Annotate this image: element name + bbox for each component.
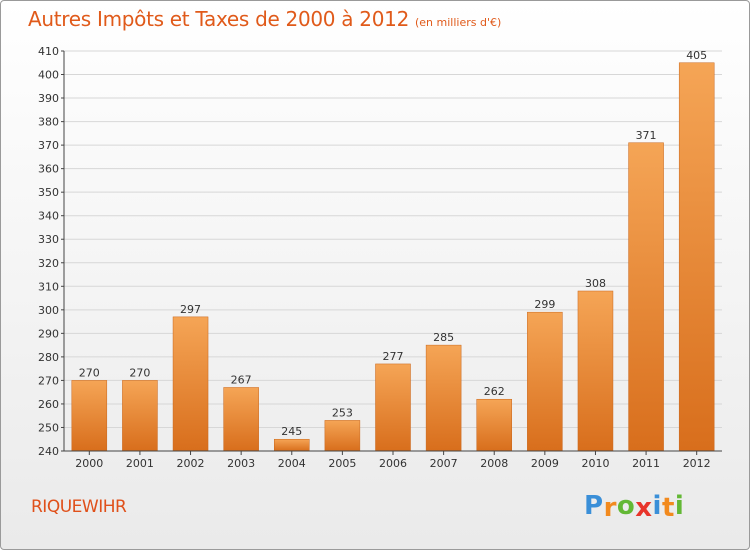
chart-subtitle: (en milliers d'€) bbox=[415, 16, 502, 29]
bar-2006 bbox=[375, 363, 411, 452]
bar-2009 bbox=[527, 311, 563, 452]
bar-2011 bbox=[628, 142, 664, 452]
bar-2000 bbox=[71, 380, 108, 452]
x-tick-label: 2008 bbox=[480, 457, 508, 470]
y-tick-label: 380 bbox=[38, 116, 59, 129]
y-tick-label: 370 bbox=[38, 139, 59, 152]
axes: 240 250 260 270 280 290 300 310 320 330 340 350 360 3… bbox=[38, 45, 722, 470]
logo-letter: i bbox=[652, 491, 662, 521]
y-tick-label: 410 bbox=[38, 45, 59, 58]
bar-2004 bbox=[274, 438, 310, 452]
data-label: 405 bbox=[686, 49, 707, 62]
chart-title-text: Autres Impôts et Taxes de 2000 à 2012 bbox=[28, 7, 409, 31]
y-tick-label: 240 bbox=[38, 445, 59, 458]
logo-letter: r bbox=[603, 493, 617, 523]
y-tick-label: 330 bbox=[38, 233, 59, 246]
data-label: 270 bbox=[79, 366, 100, 379]
bar-2007 bbox=[425, 344, 462, 452]
x-tick-label: 2011 bbox=[632, 457, 660, 470]
y-tick-label: 400 bbox=[38, 69, 59, 82]
x-tick-label: 2007 bbox=[430, 457, 458, 470]
logo-letter: P bbox=[584, 491, 604, 521]
bar-2012 bbox=[678, 62, 715, 452]
y-tick-label: 340 bbox=[38, 210, 59, 223]
y-tick-label: 250 bbox=[38, 421, 59, 434]
data-label: 253 bbox=[332, 406, 353, 419]
logo-letter: i bbox=[674, 491, 685, 521]
y-tick-label: 320 bbox=[38, 257, 59, 270]
y-tick-label: 310 bbox=[38, 280, 59, 293]
chart-title: Autres Impôts et Taxes de 2000 à 2012 (en… bbox=[28, 7, 501, 31]
logo-letter: x bbox=[635, 493, 653, 523]
x-tick-label: 2006 bbox=[379, 457, 407, 470]
data-label: 371 bbox=[636, 129, 657, 142]
y-tick-label: 290 bbox=[38, 327, 59, 340]
city-name: RIQUEWIHR bbox=[31, 497, 127, 517]
y-tick-label: 360 bbox=[38, 163, 59, 176]
data-label: 267 bbox=[231, 373, 252, 386]
bar-2005 bbox=[324, 420, 361, 452]
x-tick-label: 2003 bbox=[227, 457, 255, 470]
data-label: 308 bbox=[585, 277, 606, 290]
x-tick-label: 2000 bbox=[75, 457, 103, 470]
x-tick-label: 2005 bbox=[328, 457, 356, 470]
logo-letter: o bbox=[616, 491, 636, 521]
data-label: 277 bbox=[383, 350, 404, 363]
x-tick-label: 2004 bbox=[278, 457, 306, 470]
data-label: 270 bbox=[129, 366, 150, 379]
y-tick-label: 270 bbox=[38, 374, 59, 387]
bar-2010 bbox=[577, 290, 614, 452]
y-tick-label: 390 bbox=[38, 92, 59, 105]
x-tick-label: 2012 bbox=[683, 457, 711, 470]
proxiti-logo[interactable]: Proxiti bbox=[584, 491, 685, 523]
bar-2008 bbox=[476, 398, 512, 452]
x-tick-label: 2009 bbox=[531, 457, 559, 470]
x-tick-label: 2001 bbox=[126, 457, 154, 470]
bar-2001 bbox=[122, 380, 158, 452]
bars: 270 270 297 267 245 253 277 285 262 299 308 371 405 bbox=[71, 49, 715, 452]
data-label: 262 bbox=[484, 385, 505, 398]
data-label: 299 bbox=[534, 298, 555, 311]
data-label: 245 bbox=[281, 425, 302, 438]
bar-2002 bbox=[172, 316, 209, 452]
bar-2003 bbox=[223, 387, 259, 452]
data-label: 297 bbox=[180, 303, 201, 316]
y-tick-label: 280 bbox=[38, 351, 59, 364]
y-tick-label: 260 bbox=[38, 398, 59, 411]
data-label: 285 bbox=[433, 331, 454, 344]
x-tick-label: 2002 bbox=[177, 457, 205, 470]
y-tick-label: 300 bbox=[38, 304, 59, 317]
y-tick-label: 350 bbox=[38, 186, 59, 199]
logo-letter: t bbox=[661, 493, 675, 523]
x-tick-label: 2010 bbox=[581, 457, 609, 470]
